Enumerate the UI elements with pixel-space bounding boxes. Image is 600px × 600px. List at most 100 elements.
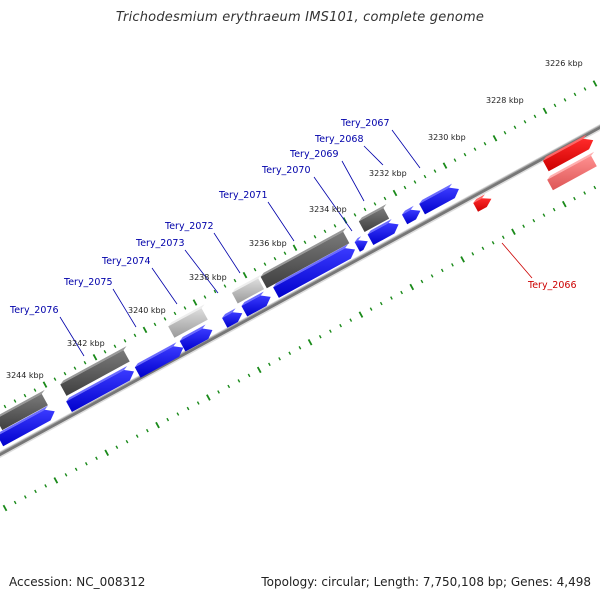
forward-gene-arrow[interactable] <box>0 409 55 447</box>
leader-line <box>59 316 85 357</box>
tick-mark <box>593 185 597 190</box>
gene-label-tery-2069[interactable]: Tery_2069 <box>289 149 339 160</box>
forward-gene-arrow[interactable] <box>367 222 399 246</box>
tick-mark <box>451 263 454 267</box>
gene-label-tery-2068[interactable]: Tery_2068 <box>314 134 364 145</box>
tick-mark <box>268 362 271 367</box>
tick-mark <box>481 246 485 251</box>
forward-gene-arrow[interactable] <box>273 248 356 298</box>
forward-gene-arrow-top <box>241 291 264 306</box>
accession-text: Accession: NC_008312 <box>9 575 146 589</box>
tick-mark <box>196 401 200 405</box>
tick-mark <box>135 434 139 438</box>
gene-bar[interactable] <box>358 208 390 232</box>
tick-mark <box>430 274 434 278</box>
tick-mark <box>166 417 170 422</box>
tick-mark <box>409 283 415 291</box>
tick-mark <box>369 307 373 311</box>
tick-mark <box>13 500 17 505</box>
tick-mark <box>511 228 516 235</box>
gene-bar[interactable] <box>260 231 350 289</box>
leader-line <box>213 232 241 274</box>
tick-mark <box>473 147 477 151</box>
tick-mark <box>133 333 137 338</box>
tick-mark <box>471 252 475 256</box>
tick-mark <box>173 311 177 316</box>
gene-bar-top <box>0 389 45 417</box>
tick-mark <box>217 390 220 394</box>
tick-mark <box>583 191 587 195</box>
tick-mark <box>532 218 536 223</box>
tick-mark <box>563 98 567 102</box>
tick-mark <box>400 290 403 295</box>
forward-gene-arrow[interactable] <box>419 187 459 215</box>
tick-mark <box>453 158 457 162</box>
forward-gene-arrow[interactable] <box>179 328 213 352</box>
gene-label-tery-2066[interactable]: Tery_2066 <box>527 280 577 291</box>
forward-gene-arrow-top <box>66 365 128 402</box>
tick-mark <box>253 267 257 272</box>
tick-mark <box>423 174 427 179</box>
tick-track <box>2 80 598 512</box>
gene-bar-top <box>168 304 205 327</box>
leader-line <box>184 249 219 294</box>
gene-bar[interactable] <box>168 308 208 338</box>
forward-gene-arrow[interactable] <box>354 240 368 252</box>
tick-mark <box>92 354 98 361</box>
forward-gene-arrow[interactable] <box>222 312 243 328</box>
tick-mark <box>74 467 78 472</box>
gene-label-tery-2075[interactable]: Tery_2075 <box>63 277 113 288</box>
gene-bar[interactable] <box>60 350 130 396</box>
tick-mark <box>463 152 467 157</box>
tick-mark <box>142 326 148 334</box>
forward-gene-arrow[interactable] <box>134 346 184 378</box>
kbp-label: 3232 kbp <box>369 169 407 178</box>
tick-mark <box>63 371 67 376</box>
highlight-gene-arrow-top <box>473 194 485 204</box>
tick-mark <box>176 412 180 416</box>
forward-gene-arrow-top <box>0 405 48 435</box>
forward-gene-arrow[interactable] <box>401 209 421 225</box>
tick-mark <box>123 339 127 343</box>
forward-gene-arrow[interactable] <box>66 369 135 413</box>
highlight-gene-arrow-top <box>542 134 587 161</box>
highlight-gene-arrow[interactable] <box>473 198 492 212</box>
tick-mark <box>163 317 167 321</box>
tick-mark <box>298 346 302 350</box>
gene-label-tery-2070[interactable]: Tery_2070 <box>261 165 311 176</box>
tick-mark <box>23 393 27 398</box>
gene-label-tery-2067[interactable]: Tery_2067 <box>340 118 390 129</box>
gene-labels: Tery_2067 Tery_2068 Tery_2069 Tery_2070 … <box>9 118 577 316</box>
tick-mark <box>145 428 149 433</box>
gene-label-tery-2072[interactable]: Tery_2072 <box>164 221 214 232</box>
tick-mark <box>318 334 322 339</box>
tick-mark <box>403 185 407 190</box>
tick-mark <box>492 134 498 142</box>
topology-text: Topology: circular; Length: 7,750,108 bp… <box>261 575 591 589</box>
tick-mark <box>237 379 241 383</box>
gene-bar[interactable] <box>231 278 265 304</box>
tick-mark <box>413 180 417 184</box>
gene-label-tery-2073[interactable]: Tery_2073 <box>135 238 185 249</box>
forward-gene-arrow-top <box>134 342 177 368</box>
highlight-gene-arrow[interactable] <box>542 138 594 172</box>
kbp-label: 3244 kbp <box>6 371 44 380</box>
leader-line <box>313 176 353 232</box>
tick-mark <box>183 306 187 310</box>
tick-mark <box>64 473 68 477</box>
gene-label-tery-2071[interactable]: Tery_2071 <box>218 190 268 201</box>
gene-bar[interactable] <box>0 393 48 431</box>
gene-label-tery-2074[interactable]: Tery_2074 <box>101 256 151 267</box>
tick-mark <box>203 295 207 299</box>
tick-mark <box>483 141 487 146</box>
tick-mark <box>552 207 556 212</box>
forward-gene-arrow-top <box>419 183 453 204</box>
highlight-gene-bar[interactable] <box>547 155 597 191</box>
kbp-label: 3226 kbp <box>545 59 583 68</box>
kbp-labels: 3226 kbp 3228 kbp 3230 kbp 3232 kbp 3234… <box>6 59 583 380</box>
gene-label-tery-2076[interactable]: Tery_2076 <box>9 305 59 316</box>
tick-mark <box>227 384 231 389</box>
forward-gene-arrow[interactable] <box>241 295 271 317</box>
tick-mark <box>186 406 190 411</box>
